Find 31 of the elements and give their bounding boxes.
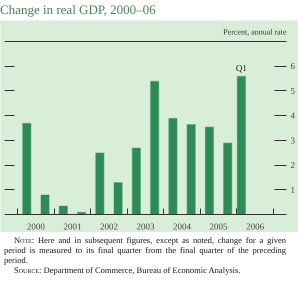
y-tick-label: 1: [290, 184, 295, 195]
x-tick-label: 2006: [246, 222, 265, 232]
y-tick-label: 2: [290, 160, 295, 170]
bar: [168, 118, 178, 214]
bar: [150, 80, 160, 214]
bar: [40, 194, 50, 214]
text: Note: Here and in subsequent figures, except as noted, change for a given period is measured to its final quarter from the final quarter of the preceding period.: [4, 235, 286, 265]
y-tick-label: 3: [290, 135, 296, 146]
x-tick-label: 2003: [136, 222, 155, 232]
source-note: Source: Department of Commerce, Bureau of Economic Analysis.: [13, 265, 242, 275]
bar: [113, 182, 123, 214]
y-tick-label: 5: [290, 86, 296, 96]
annotation: Q1: [236, 63, 247, 74]
bar: [132, 147, 142, 214]
y-tick-label: 4: [290, 110, 296, 121]
x-tick-label: 2004: [173, 222, 192, 232]
bar: [186, 124, 196, 214]
bar: [22, 122, 32, 214]
bar: [204, 126, 214, 214]
x-tick-label: 2001: [63, 222, 82, 232]
bar: [95, 152, 105, 214]
y-tick-label: 6: [290, 61, 296, 72]
bar: [58, 206, 68, 214]
bar: [76, 212, 86, 214]
x-tick-label: 2005: [210, 222, 228, 232]
y-axis-title: Percent, annual rate: [223, 28, 287, 36]
x-tick-label: 2000: [26, 222, 46, 232]
x-tick-label: 2002: [100, 222, 118, 232]
bar: [236, 76, 246, 214]
bar: [223, 142, 232, 214]
chart-title: Change in real GDP, 2000–06: [0, 0, 298, 23]
